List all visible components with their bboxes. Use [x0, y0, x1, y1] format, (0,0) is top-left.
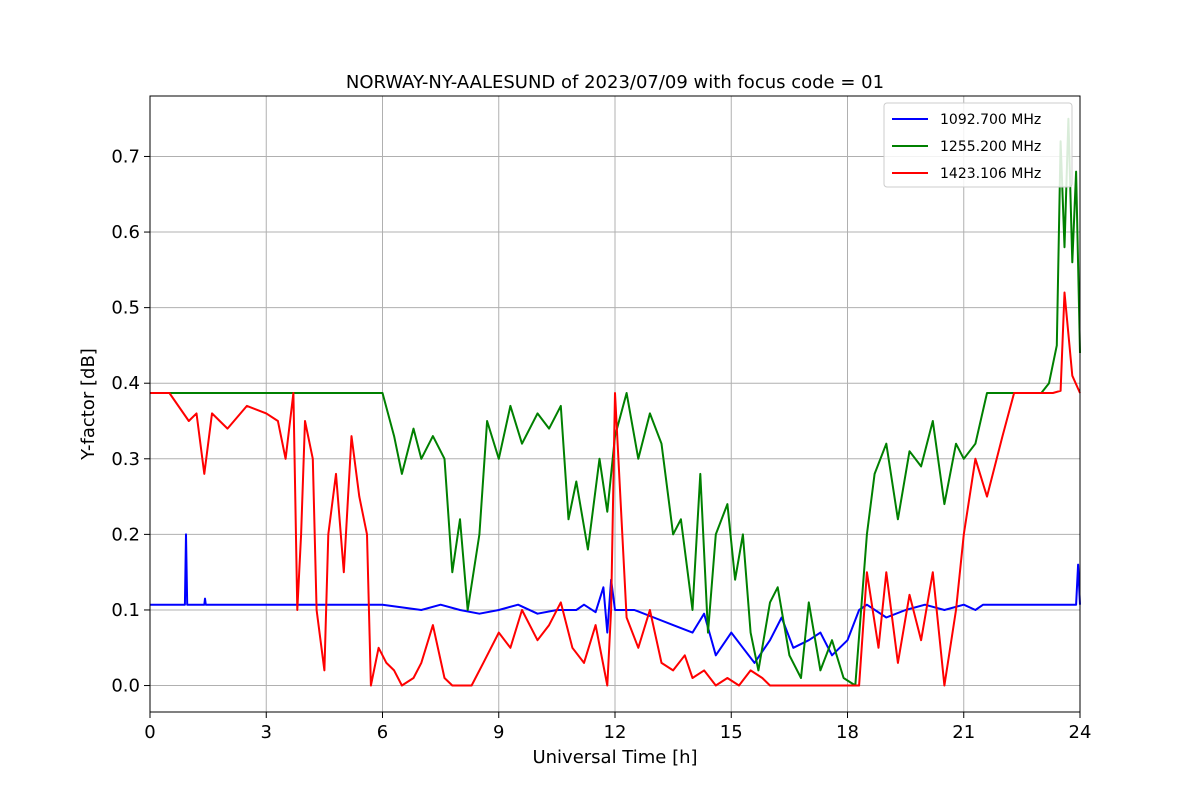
y-tick-label: 0.0	[111, 676, 140, 697]
y-tick-label: 0.3	[111, 449, 140, 470]
x-tick-label: 12	[604, 722, 627, 743]
y-tick-label: 0.7	[111, 146, 140, 167]
series-layer	[150, 117, 1081, 687]
y-tick-label: 0.1	[111, 600, 140, 621]
x-tick-label: 3	[261, 722, 272, 743]
y-tick-label: 0.2	[111, 524, 140, 545]
y-tick-label: 0.6	[111, 222, 140, 243]
x-tick-label: 6	[377, 722, 388, 743]
chart-title: NORWAY-NY-AALESUND of 2023/07/09 with fo…	[346, 72, 884, 93]
series-line-2	[150, 117, 1081, 687]
y-axis-label: Y-factor [dB]	[78, 348, 99, 461]
x-tick-label: 24	[1069, 722, 1092, 743]
y-tick-label: 0.5	[111, 298, 140, 319]
legend-label: 1255.200 MHz	[940, 139, 1041, 155]
x-tick-label: 0	[144, 722, 155, 743]
legend-label: 1092.700 MHz	[940, 112, 1041, 128]
x-tick-label: 15	[720, 722, 743, 743]
legend-label: 1423.106 MHz	[940, 166, 1041, 182]
y-axis: 0.0 0.1 0.2 0.3 0.4 0.5 0.6 0.7	[111, 146, 150, 697]
x-axis: 0 3 6 9 12 15 18 21 24	[144, 712, 1091, 743]
series-line-1	[150, 533, 1081, 664]
x-tick-label: 21	[952, 722, 975, 743]
y-tick-label: 0.4	[111, 373, 140, 394]
legend: 1092.700 MHz 1255.200 MHz 1423.106 MHz	[883, 102, 1073, 188]
series-line-3	[150, 291, 1081, 687]
x-axis-label: Universal Time [h]	[532, 747, 697, 768]
x-tick-label: 9	[493, 722, 504, 743]
x-tick-label: 18	[836, 722, 859, 743]
legend-box	[883, 102, 1073, 188]
